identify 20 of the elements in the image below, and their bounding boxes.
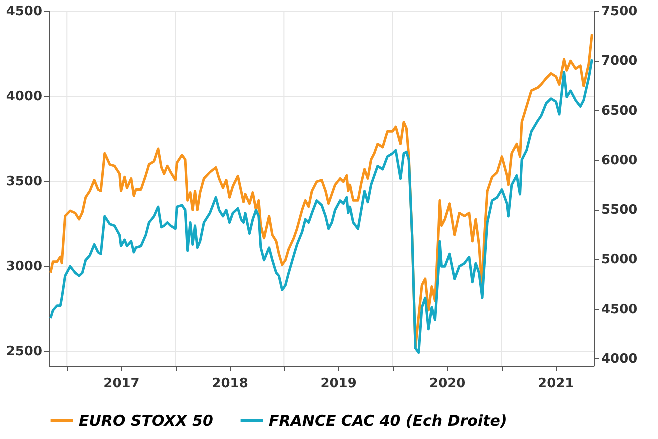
y-tick-label: 4000: [6, 89, 42, 104]
legend-label: FRANCE CAC 40 (Ech Droite): [269, 412, 508, 430]
x-tick-label: 2021: [538, 376, 574, 392]
y2-tick-label: 4000: [602, 352, 638, 367]
y-tick-label: 3500: [6, 174, 42, 190]
y-tick-label: 2500: [6, 344, 42, 360]
x-tick-label: 2017: [104, 376, 140, 392]
y2-tick-label: 5500: [602, 203, 638, 218]
y2-tick-label: 7000: [602, 54, 638, 70]
legend-label: EURO STOXX 50: [79, 412, 214, 430]
x-tick-label: 2018: [212, 376, 248, 392]
y2-tick-label: 4500: [602, 302, 638, 318]
x-tick-label: 2020: [430, 376, 466, 392]
y2-tick-label: 7500: [602, 4, 638, 20]
y2-tick-label: 6000: [602, 153, 638, 168]
y2-tick-label: 5000: [602, 252, 638, 268]
y-tick-label: 3000: [6, 259, 42, 274]
y-tick-label: 4500: [6, 4, 42, 20]
x-tick-label: 2019: [320, 376, 357, 392]
y2-tick-label: 6500: [602, 104, 638, 119]
